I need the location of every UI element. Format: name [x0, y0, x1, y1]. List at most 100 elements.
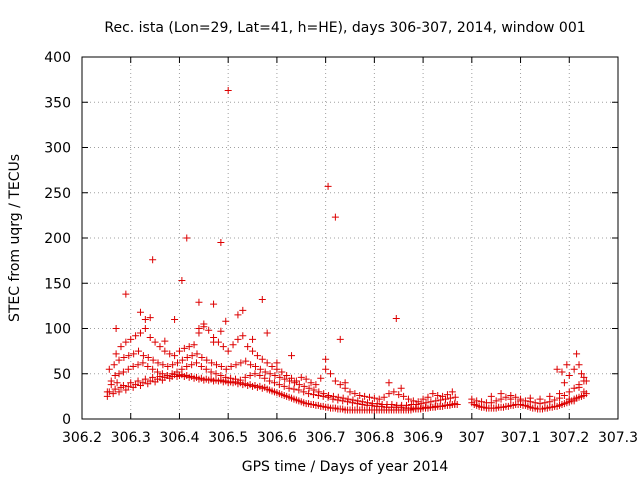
data-point — [437, 396, 445, 404]
data-point — [174, 359, 182, 367]
data-point — [183, 234, 191, 242]
data-point — [139, 352, 147, 360]
data-point — [422, 399, 430, 407]
data-point — [320, 390, 328, 398]
data-point — [451, 393, 459, 401]
data-point — [146, 334, 154, 342]
data-point — [117, 343, 125, 351]
data-point — [217, 327, 225, 335]
x-tick-labels: 306.2 306.3 306.4 306.5 306.6 306.7 306.8 306.9… — [62, 430, 638, 446]
data-point — [159, 361, 167, 369]
data-point — [388, 401, 396, 409]
data-point — [441, 401, 449, 409]
data-point — [434, 391, 442, 399]
data-point — [146, 314, 154, 322]
axis-ticks — [81, 56, 619, 420]
data-point — [197, 363, 205, 371]
x-tick-label: 307.1 — [500, 430, 540, 446]
data-point — [132, 381, 140, 389]
data-point — [141, 315, 149, 323]
data-points — [103, 86, 590, 414]
data-point — [288, 352, 296, 360]
data-point — [261, 374, 269, 382]
data-point — [580, 373, 588, 381]
data-point — [219, 343, 227, 351]
data-point — [151, 338, 159, 346]
data-point — [331, 213, 339, 221]
y-tick-labels: 0 50 100 150 200 250 300 350 400 — [44, 50, 71, 428]
data-point — [120, 353, 128, 361]
data-point — [234, 311, 242, 319]
y-tick-label: 300 — [44, 141, 71, 157]
data-point — [487, 399, 495, 407]
data-point — [349, 396, 357, 404]
data-point — [492, 397, 500, 405]
data-point — [125, 352, 133, 360]
data-point — [111, 385, 119, 393]
data-point — [115, 370, 123, 378]
data-point — [241, 373, 249, 381]
data-point — [227, 374, 235, 382]
x-tick-label: 306.8 — [354, 430, 394, 446]
data-point — [356, 391, 364, 399]
data-point — [122, 338, 130, 346]
data-point — [119, 368, 127, 376]
data-point — [134, 361, 142, 369]
data-point — [205, 326, 213, 334]
data-point — [502, 393, 510, 401]
data-point — [385, 390, 393, 398]
data-point — [149, 256, 157, 264]
data-point — [141, 325, 149, 332]
data-point — [341, 379, 349, 387]
data-point — [127, 379, 135, 387]
data-point — [281, 375, 289, 383]
data-point — [253, 352, 261, 360]
data-point — [224, 347, 232, 355]
data-point — [244, 343, 252, 351]
data-point — [395, 391, 403, 399]
y-tick-label: 50 — [53, 367, 71, 383]
data-point — [570, 365, 578, 373]
data-point — [307, 379, 315, 387]
data-point — [473, 397, 481, 405]
data-point — [139, 359, 147, 367]
data-point — [322, 365, 330, 373]
data-point — [217, 372, 225, 380]
data-point — [109, 390, 117, 398]
data-point — [231, 375, 239, 383]
data-point — [168, 370, 176, 378]
data-point — [222, 365, 230, 373]
data-point — [198, 353, 206, 361]
data-point — [105, 365, 113, 373]
data-point — [285, 384, 293, 392]
data-point — [322, 355, 330, 363]
data-point — [122, 386, 130, 394]
data-point — [531, 399, 539, 407]
data-point — [334, 393, 342, 401]
data-point — [200, 320, 208, 328]
x-tick-label: 306.4 — [159, 430, 199, 446]
data-point — [202, 365, 210, 373]
y-tick-label: 400 — [44, 50, 71, 66]
y-tick-label: 350 — [44, 95, 71, 111]
data-point — [336, 381, 344, 389]
data-point — [409, 397, 417, 405]
data-point — [136, 308, 144, 316]
y-tick-label: 250 — [44, 186, 71, 202]
data-point — [468, 395, 476, 403]
data-point — [113, 379, 121, 387]
data-point — [154, 368, 162, 376]
data-point — [271, 372, 279, 380]
data-point — [115, 388, 123, 396]
data-point — [354, 397, 362, 405]
data-point — [258, 296, 266, 304]
data-point — [404, 395, 412, 403]
data-point — [560, 391, 568, 399]
x-tick-label: 307.2 — [549, 430, 589, 446]
data-point — [124, 382, 132, 390]
data-point — [346, 388, 354, 396]
data-point — [111, 372, 119, 380]
y-tick-label: 200 — [44, 231, 71, 247]
data-point — [526, 394, 534, 402]
